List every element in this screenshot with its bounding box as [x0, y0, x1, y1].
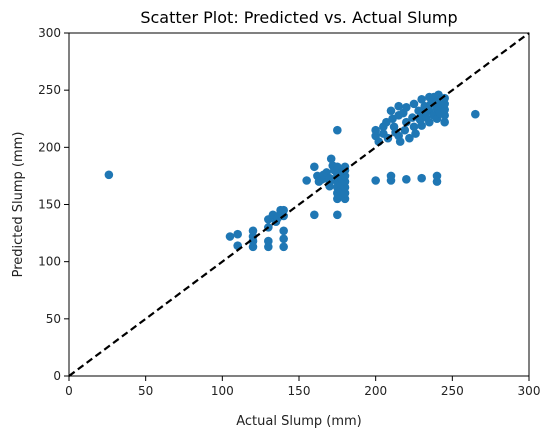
data-point [440, 117, 449, 127]
y-tick-label: 250 [38, 83, 61, 97]
x-tick-label: 50 [138, 384, 153, 398]
x-tick-label: 100 [211, 384, 234, 398]
plot-area: 0 50 100 150 200 250 300 0 50 100 150 200 250 300 [38, 26, 540, 398]
data-point [417, 121, 426, 130]
data-point [279, 234, 288, 244]
data-point [279, 205, 288, 215]
y-tick-label: 0 [53, 369, 61, 383]
y-tick-label: 300 [38, 26, 61, 40]
data-point [279, 242, 288, 252]
data-point [408, 113, 417, 122]
data-point [411, 129, 420, 138]
data-point [402, 175, 411, 184]
data-point [402, 117, 411, 127]
x-tick-label: 250 [441, 384, 464, 398]
data-point [333, 162, 342, 172]
data-point [394, 101, 403, 111]
data-point [440, 93, 449, 103]
data-point [417, 173, 426, 183]
data-point [425, 117, 434, 127]
y-tick-label: 100 [38, 255, 61, 269]
data-point [400, 125, 410, 135]
x-tick-label: 200 [364, 384, 387, 398]
chart-title: Scatter Plot: Predicted vs. Actual Slump [140, 8, 457, 27]
data-point [333, 125, 342, 135]
data-point [386, 106, 396, 116]
x-tick-label: 0 [65, 384, 73, 398]
data-point [310, 162, 319, 172]
y-axis: 0 50 100 150 200 250 300 [38, 26, 69, 383]
data-point [225, 232, 235, 241]
data-point [386, 171, 396, 181]
x-axis: 0 50 100 150 200 250 300 [65, 376, 540, 398]
reference-line [68, 32, 530, 377]
data-point [409, 122, 419, 132]
x-axis-label: Actual Slump (mm) [236, 414, 361, 429]
x-tick-label: 300 [518, 384, 541, 398]
data-point [371, 125, 380, 135]
y-tick-label: 200 [38, 140, 61, 154]
data-point [248, 226, 258, 236]
data-point [405, 133, 414, 143]
y-tick-label: 50 [46, 312, 61, 326]
data-point [104, 170, 114, 180]
data-point [326, 154, 336, 164]
data-point [371, 176, 380, 185]
data-point [395, 137, 405, 146]
data-point [310, 210, 319, 220]
data-point [264, 236, 273, 246]
data-point [302, 176, 311, 185]
data-point [417, 95, 426, 104]
x-tick-label: 150 [288, 384, 311, 398]
data-point [233, 229, 242, 239]
data-point [402, 103, 411, 112]
data-point [471, 109, 480, 119]
y-axis-label: Predicted Slump (mm) [11, 132, 26, 278]
data-point [432, 171, 442, 181]
y-tick-label: 150 [38, 198, 61, 212]
data-point [333, 210, 342, 220]
data-point [279, 226, 288, 236]
data-point [325, 173, 334, 183]
data-point [409, 99, 419, 109]
data-points [104, 90, 480, 252]
